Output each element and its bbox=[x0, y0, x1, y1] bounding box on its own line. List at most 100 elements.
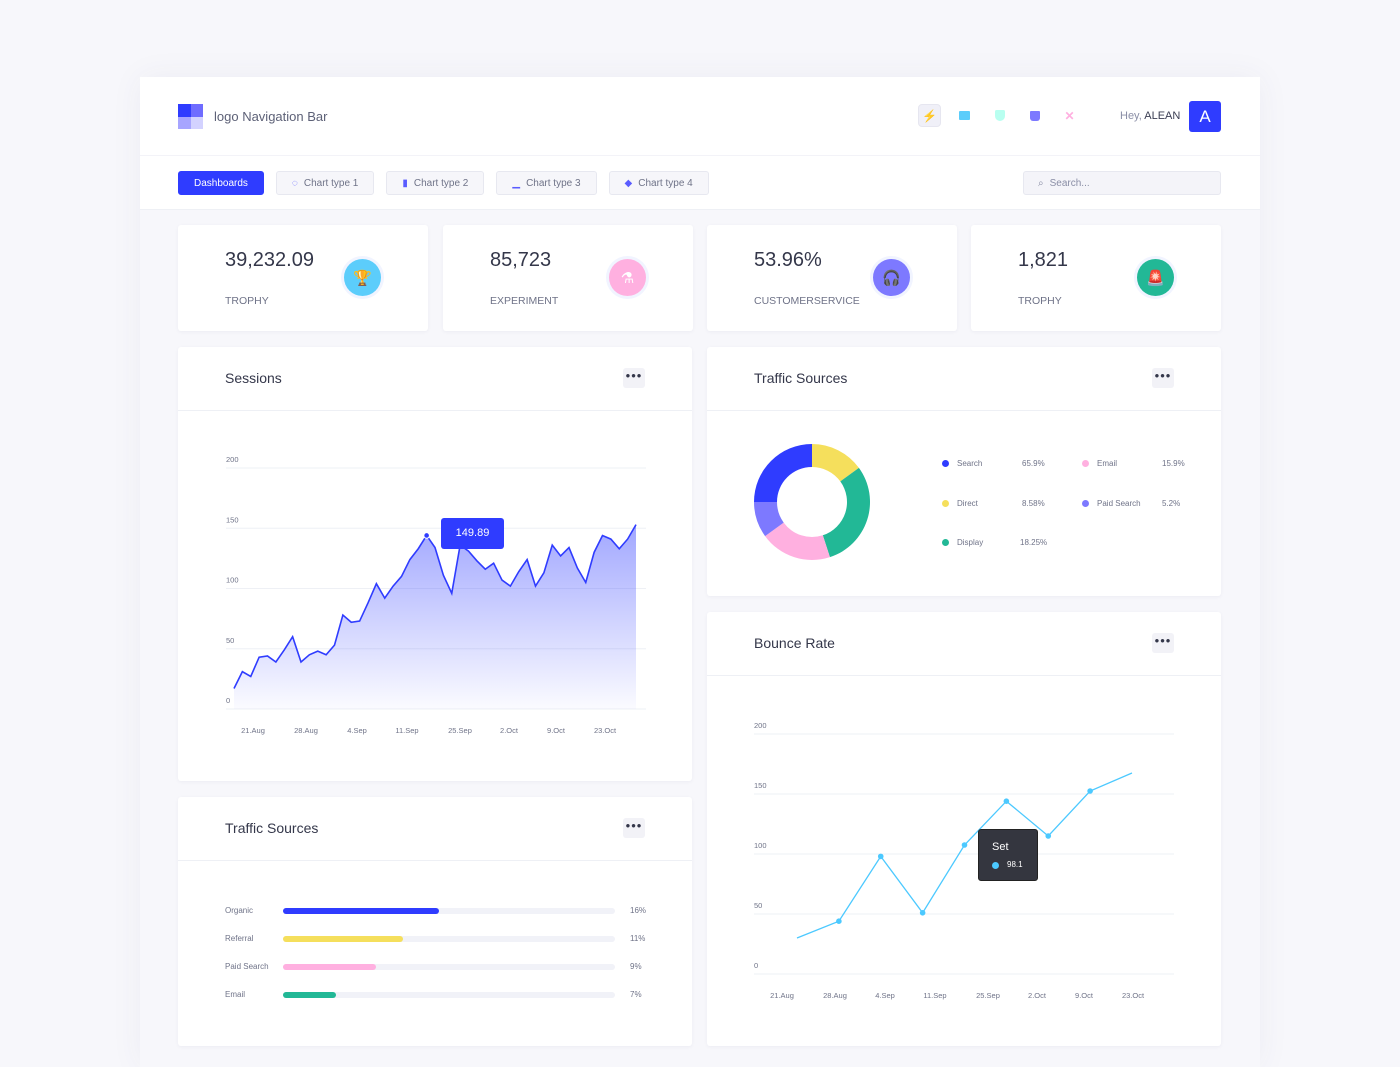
progress-track bbox=[283, 964, 615, 970]
more-button[interactable]: ••• bbox=[1152, 368, 1174, 388]
tab-chart-type-4[interactable]: ◆ Chart type 4 bbox=[608, 171, 709, 195]
donut-segment bbox=[754, 502, 784, 537]
tab-label: Chart type 2 bbox=[413, 177, 469, 189]
legend-dot bbox=[942, 500, 949, 507]
x-tick-label: 2.Oct bbox=[1028, 991, 1047, 1000]
chart-icon: ▮ bbox=[402, 177, 408, 189]
x-tick-label: 23.Oct bbox=[594, 726, 617, 735]
tab-chart-type-2[interactable]: ▮ Chart type 2 bbox=[386, 171, 485, 195]
data-point bbox=[877, 853, 884, 860]
stat-card: 53.96% CUSTOMERSERVICE 🎧 bbox=[707, 225, 957, 331]
sessions-tooltip: 149.89 bbox=[441, 518, 504, 549]
stat-value: 85,723 bbox=[490, 249, 552, 271]
traffic-sources-pie-card: Traffic Sources ••• Search 65.9% Email 15.9… bbox=[707, 347, 1221, 596]
x-tick-label: 28.Aug bbox=[294, 726, 318, 735]
x-tick-label: 9.Oct bbox=[547, 726, 566, 735]
y-tick-label: 100 bbox=[226, 576, 239, 585]
card-title: Bounce Rate bbox=[754, 635, 835, 651]
donut-segment bbox=[754, 444, 812, 502]
stat-label: EXPERIMENT bbox=[490, 295, 559, 307]
y-tick-label: 150 bbox=[226, 515, 239, 524]
more-button[interactable]: ••• bbox=[623, 368, 645, 388]
donut-chart bbox=[754, 444, 870, 560]
series-line bbox=[796, 772, 1133, 939]
more-button[interactable]: ••• bbox=[1152, 633, 1174, 653]
y-tick-label: 150 bbox=[754, 781, 767, 790]
navigation-bar: logo Navigation Bar ⚡ ✕ Hey, ALEAN A Das… bbox=[140, 77, 1260, 210]
stat-label: TROPHY bbox=[225, 295, 269, 307]
chart-icon: ▁ bbox=[512, 177, 521, 189]
data-point bbox=[919, 910, 926, 916]
bolt-icon[interactable]: ⚡ bbox=[918, 104, 941, 127]
search-icon: ⌕ bbox=[1038, 177, 1044, 189]
sessions-chart: 0 50 100 150 200 21.Aug 28.Aug 4.Sep 11.Sep 25.Se… bbox=[226, 455, 646, 735]
series-line bbox=[233, 524, 637, 689]
x-tick-label: 4.Sep bbox=[875, 991, 895, 1000]
legend-dot bbox=[942, 539, 949, 546]
x-tick-label: 9.Oct bbox=[1075, 991, 1094, 1000]
x-tick-label: 25.Sep bbox=[448, 726, 472, 735]
bag-icon[interactable] bbox=[1023, 104, 1046, 127]
bar-row: Email 7% bbox=[225, 990, 642, 999]
x-tick-label: 21.Aug bbox=[241, 726, 265, 735]
more-button[interactable]: ••• bbox=[623, 818, 645, 838]
tab-label: Chart type 4 bbox=[638, 177, 693, 189]
y-tick-label: 0 bbox=[754, 961, 758, 970]
y-tick-label: 100 bbox=[754, 841, 767, 850]
progress-fill bbox=[283, 964, 376, 970]
data-point bbox=[1045, 833, 1052, 839]
bar-row: Paid Search 9% bbox=[225, 962, 642, 971]
x-tick-label: 2.Oct bbox=[500, 726, 519, 735]
stat-icon: 🚨 bbox=[1137, 259, 1174, 296]
bounce-tooltip: Set 98.1 bbox=[978, 829, 1038, 881]
series-dot bbox=[992, 862, 999, 869]
y-tick-label: 50 bbox=[754, 901, 762, 910]
search-input[interactable]: ⌕ Search... bbox=[1023, 171, 1221, 195]
puzzle-icon[interactable]: ✕ bbox=[1064, 108, 1075, 123]
bounce-rate-chart: 0 50 100 150 200 21.Aug 28.Aug 4.Sep 11.Sep 25.Se… bbox=[754, 721, 1174, 1000]
progress-fill bbox=[283, 936, 403, 942]
brand-name: logo Navigation Bar bbox=[214, 109, 328, 124]
tab-dashboards[interactable]: Dashboards bbox=[178, 171, 264, 195]
tab-label: Chart type 3 bbox=[526, 177, 581, 189]
stat-icon: 🎧 bbox=[873, 259, 910, 296]
tab-label: Chart type 1 bbox=[303, 177, 359, 189]
stat-value: 53.96% bbox=[754, 249, 822, 271]
stat-icon: 🏆 bbox=[344, 259, 381, 296]
legend-dot bbox=[1082, 460, 1089, 467]
tab-chart-type-1[interactable]: ◌ Chart type 1 bbox=[275, 171, 375, 195]
stat-icon: ⚗ bbox=[609, 259, 646, 296]
legend-item: Paid Search 5.2% bbox=[1082, 499, 1180, 508]
y-tick-label: 50 bbox=[226, 636, 234, 645]
card-title: Traffic Sources bbox=[225, 820, 319, 836]
logo-icon bbox=[178, 104, 203, 129]
greeting: Hey, ALEAN bbox=[1120, 110, 1181, 122]
stat-label: CUSTOMERSERVICE bbox=[754, 295, 860, 307]
x-tick-label: 25.Sep bbox=[976, 991, 1000, 1000]
avatar[interactable]: A bbox=[1189, 101, 1221, 132]
progress-track bbox=[283, 936, 615, 942]
x-tick-label: 4.Sep bbox=[347, 726, 367, 735]
area-fill bbox=[234, 524, 636, 709]
card-icon[interactable] bbox=[953, 104, 976, 127]
traffic-sources-bars-card: Traffic Sources ••• Organic 16% Referral 11… bbox=[178, 797, 692, 1046]
bounce-rate-card: Bounce Rate ••• 0 50 100 150 200 21.Aug 28.Aug… bbox=[707, 612, 1221, 1046]
stat-card: 85,723 EXPERIMENT ⚗ bbox=[443, 225, 693, 331]
legend-dot bbox=[942, 460, 949, 467]
tab-label: Dashboards bbox=[194, 177, 248, 189]
legend-item: Email 15.9% bbox=[1082, 459, 1185, 468]
chart-icon: ◌ bbox=[291, 177, 298, 189]
stat-value: 39,232.09 bbox=[225, 249, 314, 271]
shield-icon[interactable] bbox=[988, 104, 1011, 127]
donut-segment bbox=[765, 522, 830, 560]
stat-card: 39,232.09 TROPHY 🏆 bbox=[178, 225, 428, 331]
tab-chart-type-3[interactable]: ▁ Chart type 3 bbox=[496, 171, 597, 195]
y-tick-label: 200 bbox=[226, 455, 239, 464]
progress-track bbox=[283, 908, 615, 914]
data-point bbox=[1003, 798, 1010, 804]
x-tick-label: 21.Aug bbox=[770, 991, 794, 1000]
chart-icon: ◆ bbox=[624, 177, 633, 189]
stat-value: 1,821 bbox=[1018, 249, 1069, 271]
x-tick-label: 23.Oct bbox=[1122, 991, 1145, 1000]
x-tick-label: 11.Sep bbox=[923, 991, 946, 1000]
